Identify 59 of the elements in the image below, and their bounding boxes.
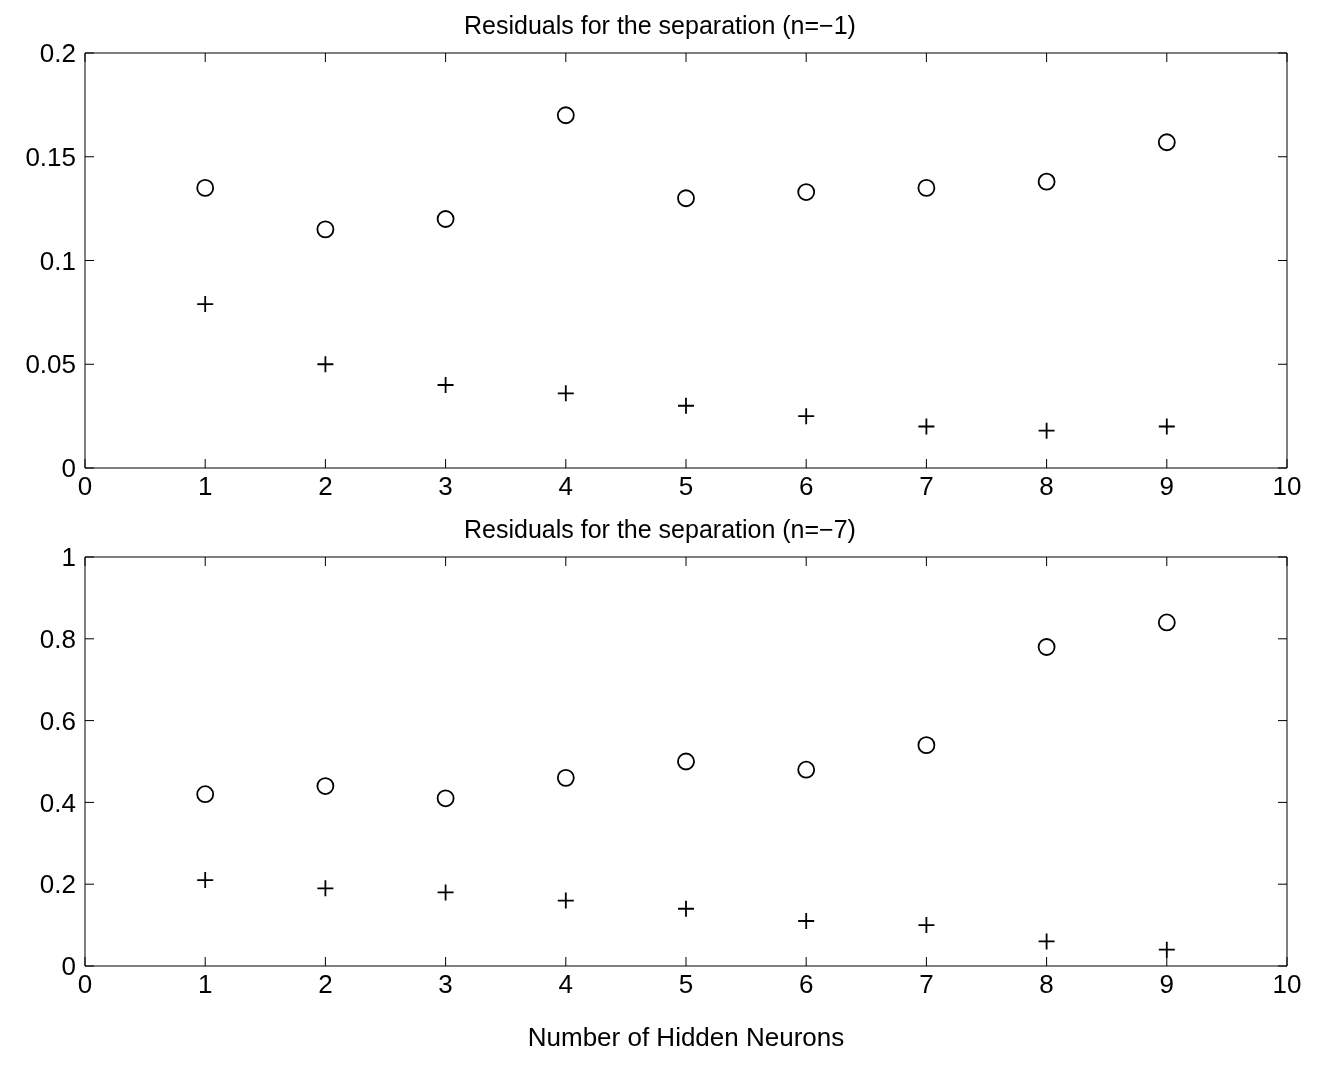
point (196, 178, 215, 197)
point (677, 189, 695, 208)
x-tick-label: 1 (197, 471, 213, 502)
x-tick-label: 2 (318, 969, 333, 1000)
point (797, 183, 816, 201)
y-tick-label: 1 (61, 542, 76, 573)
y-tick-label: 0.6 (39, 705, 76, 736)
point (917, 417, 936, 436)
x-tick-label: 1 (197, 969, 213, 1000)
point (316, 355, 335, 374)
point (556, 891, 575, 910)
x-tick-label: 4 (558, 969, 574, 1000)
point (316, 879, 335, 898)
x-tick-label: 9 (1159, 969, 1175, 1000)
y-tick-label: 0.4 (39, 787, 76, 818)
point (917, 178, 936, 197)
x-tick-label: 3 (438, 969, 453, 1000)
x-tick-label: 10 (1272, 471, 1302, 502)
point (556, 768, 575, 787)
x-tick-label: 7 (919, 471, 934, 502)
x-tick-label: 9 (1159, 471, 1175, 502)
point (1037, 421, 1056, 440)
point (1037, 172, 1056, 191)
x-tick-label: 8 (1039, 969, 1054, 1000)
chart-title: Residuals for the separation (n=−7) (464, 515, 856, 543)
y-tick-label: 0.1 (39, 245, 76, 276)
point (1037, 638, 1056, 656)
x-axis-title: Number of Hidden Neurons (527, 1022, 845, 1052)
x-tick-label: 5 (678, 969, 694, 1000)
x-tick-label: 5 (678, 471, 694, 502)
x-tick-label: 7 (919, 969, 934, 1000)
point (436, 789, 455, 808)
y-tick-label: 0.2 (39, 38, 76, 69)
x-tick-label: 2 (318, 471, 333, 502)
x-tick-label: 8 (1039, 471, 1054, 502)
x-tick-label: 4 (558, 471, 574, 502)
point (556, 384, 575, 403)
point (316, 777, 335, 795)
point (797, 760, 816, 779)
chart-title: Residuals for the separation (n=−1) (464, 11, 856, 39)
point (1157, 417, 1176, 436)
point (1157, 133, 1176, 152)
point (1037, 932, 1056, 951)
y-tick-label: 0.8 (39, 624, 76, 655)
point (677, 752, 695, 771)
x-tick-label: 3 (438, 471, 453, 502)
x-tick-label: 6 (798, 471, 814, 502)
point (556, 106, 575, 125)
point (316, 220, 335, 239)
point (917, 736, 936, 755)
point (196, 785, 215, 804)
x-tick-label: 10 (1272, 969, 1302, 1000)
y-tick-label: 0.2 (39, 869, 76, 900)
point (1157, 613, 1176, 632)
point (436, 883, 455, 902)
y-tick-label: 0.15 (25, 141, 76, 172)
x-tick-label: 6 (798, 969, 814, 1000)
point (436, 210, 455, 228)
y-tick-label: 0.05 (25, 349, 76, 380)
